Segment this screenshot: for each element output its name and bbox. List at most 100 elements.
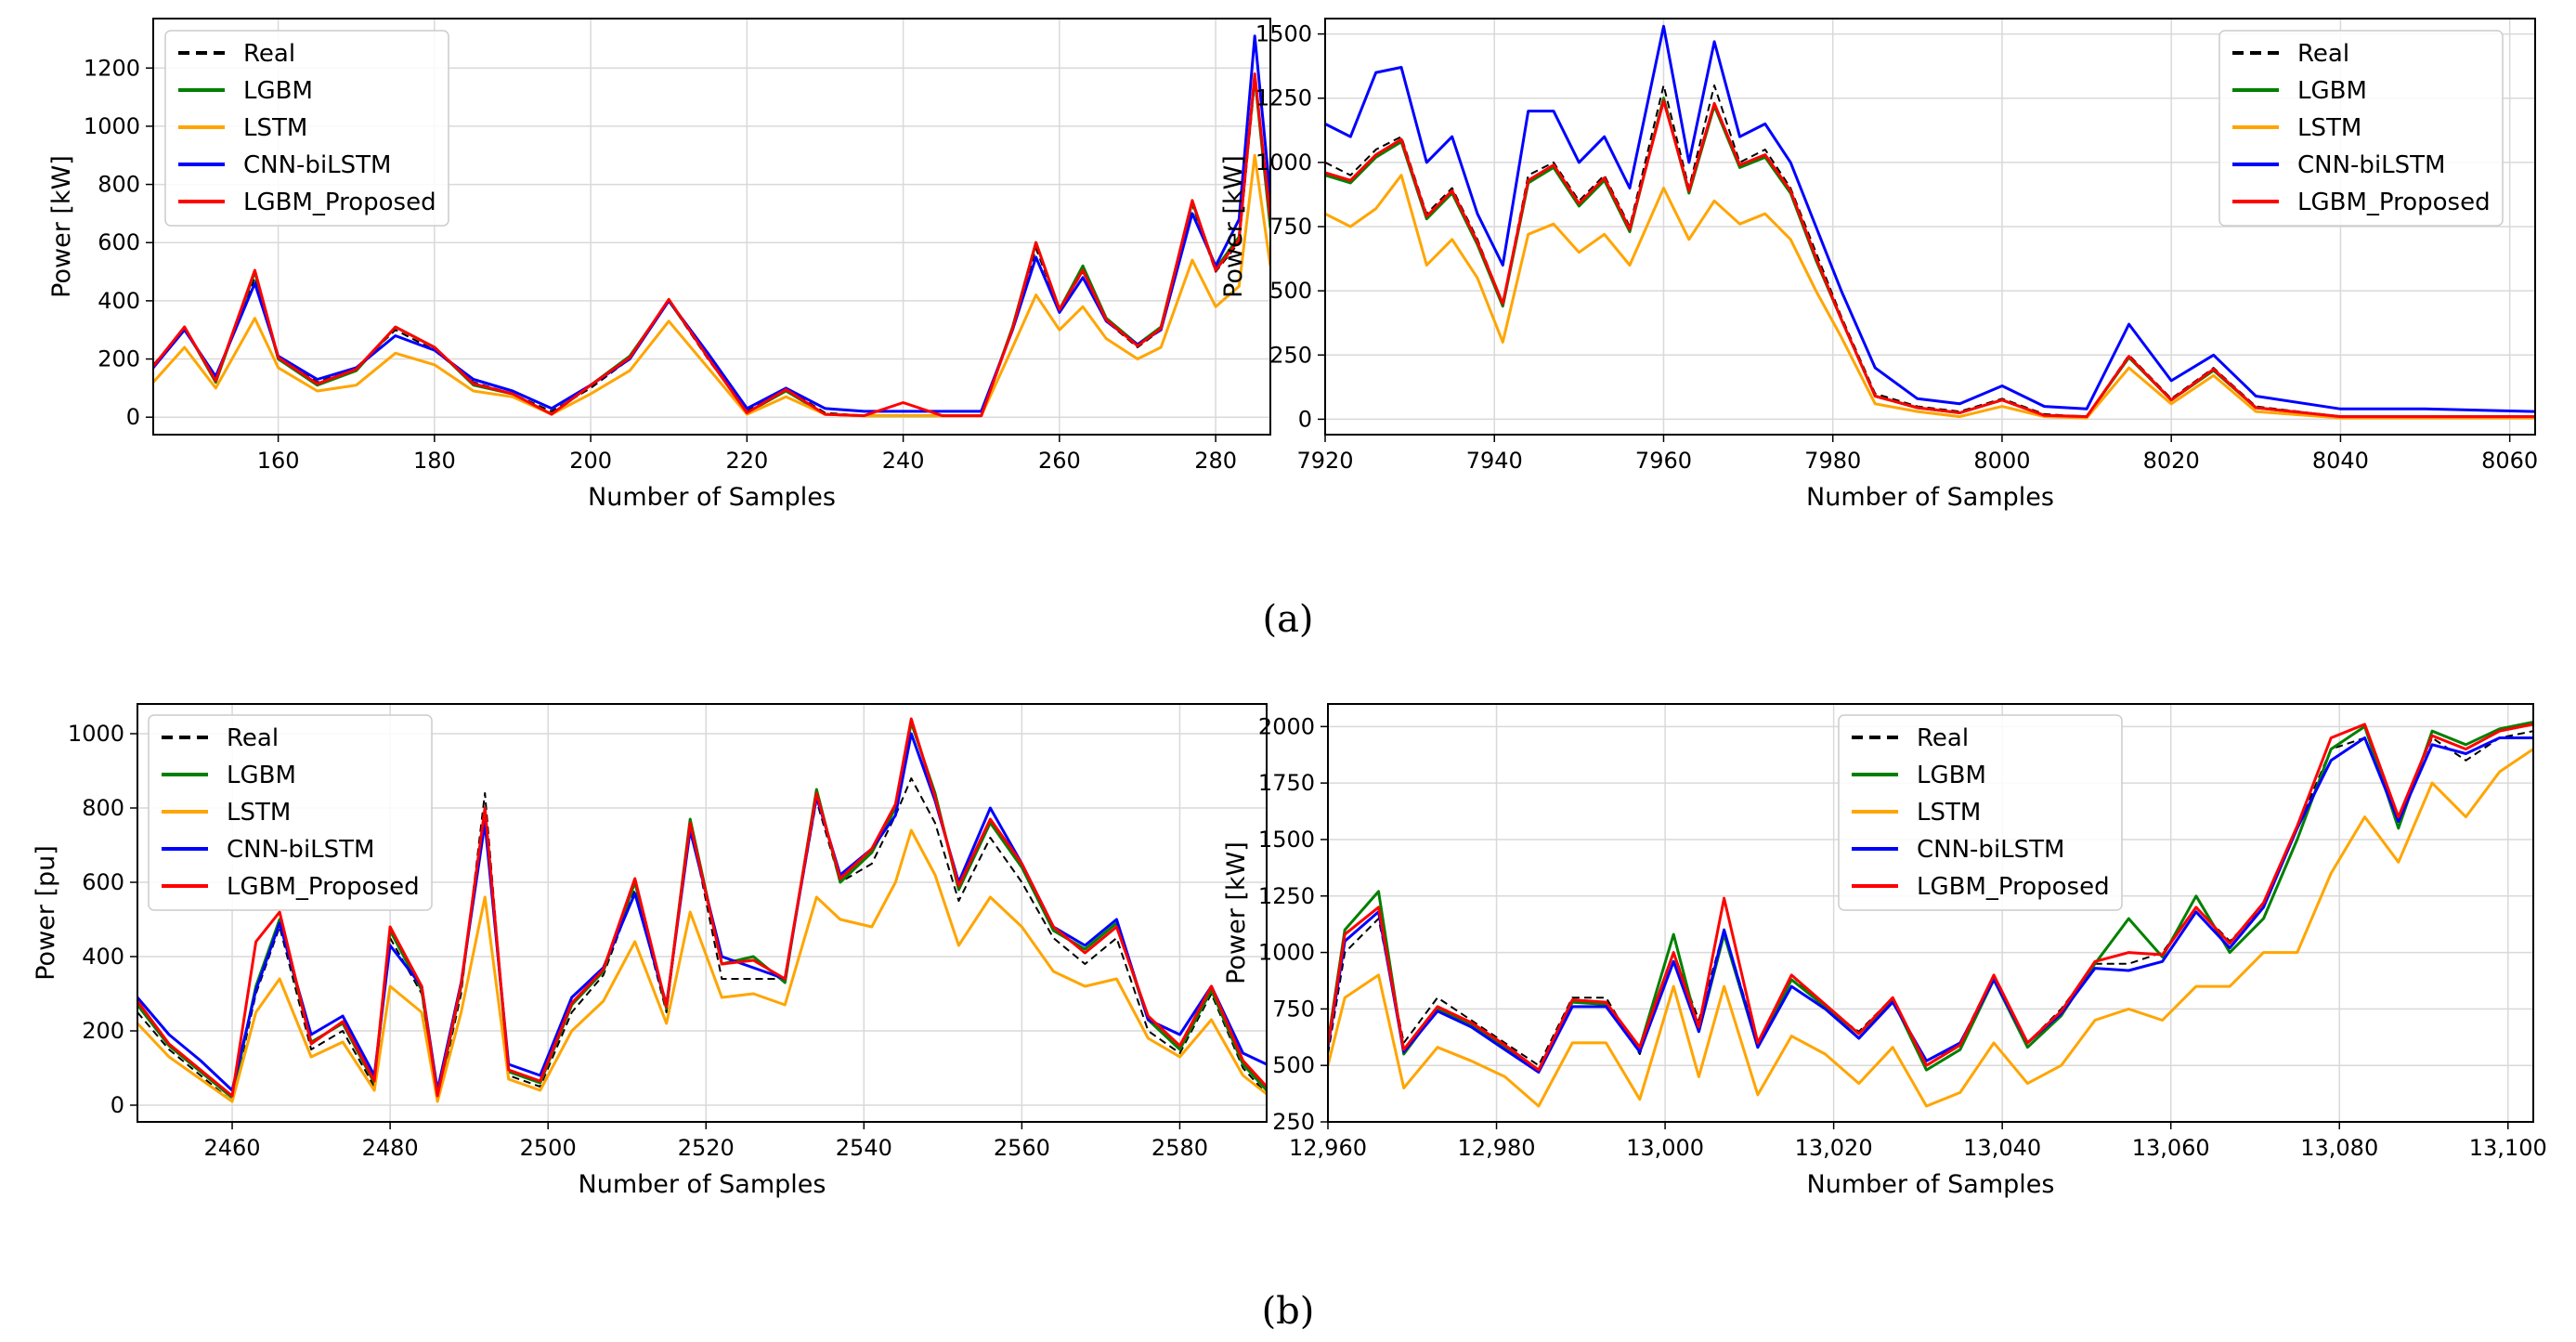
x-tick-label: 7980 [1804,448,1861,474]
y-tick-label: 1750 [1258,770,1315,796]
x-tick-label: 2500 [520,1135,577,1161]
y-tick-label: 0 [126,404,140,430]
y-tick-label: 1000 [1255,150,1312,176]
series-line-lgbm-proposed [137,717,1267,1098]
y-tick-label: 1000 [84,113,140,139]
legend-label: LGBM_Proposed [2297,189,2491,216]
chart-b-right: 12,960 12,980 13,000 13,020 13,040 13,060 13,0… [1222,703,2547,1199]
x-axis-label: Number of Samples [1807,1170,2055,1199]
legend: Real LGBM LSTM CNN-biLSTM LGBM_Proposed [164,30,449,227]
x-tick-label: 8060 [2481,448,2538,474]
y-tick-label: 600 [82,869,124,895]
y-tick-label: 1200 [84,55,140,81]
legend-label: LSTM [2297,114,2361,142]
legend-label: Real [2297,40,2349,68]
x-tick-label: 12,960 [1289,1135,1367,1161]
y-tick-label: 0 [111,1092,124,1118]
x-tick-label: 260 [1038,448,1081,474]
y-tick-label: 2000 [1258,713,1315,739]
y-tick-label: 500 [1269,278,1312,304]
legend: Real LGBM LSTM CNN-biLSTM LGBM_Proposed [148,714,433,911]
legend-label: Real [1917,724,1969,752]
x-tick-label: 7920 [1296,448,1353,474]
series-line-lstm [1328,748,2533,1108]
legend-label: CNN-biLSTM [2297,151,2445,179]
y-axis-label: Power [pu] [32,845,60,981]
legend-label: LSTM [1917,799,1981,827]
y-tick-label: 1500 [1255,21,1312,47]
series-line-lgbm-proposed [153,72,1270,418]
series-line-lgbm-proposed [1325,99,2535,419]
x-tick-label: 7940 [1466,448,1523,474]
y-axis-label: Power [kW] [1219,155,1248,298]
x-tick-label: 2580 [1151,1135,1208,1161]
x-axis-label: Number of Samples [588,483,836,512]
x-axis-label: Number of Samples [579,1170,826,1199]
x-tick-label: 13,100 [2469,1135,2547,1161]
y-tick-label: 1000 [1258,940,1315,966]
legend-label: LGBM [2297,77,2367,105]
y-tick-label: 1000 [68,721,124,747]
plot-frame [152,18,1271,436]
caption-b: (b) [1262,1290,1315,1333]
x-tick-label: 240 [882,448,925,474]
x-tick-label: 13,040 [1963,1135,2041,1161]
legend-label: LSTM [227,799,291,827]
legend-label: LGBM_Proposed [243,189,436,216]
y-tick-label: 400 [98,288,140,314]
x-tick-label: 7960 [1635,448,1692,474]
legend-label: CNN-biLSTM [243,151,391,179]
chart-a-left: 160 180 200 220 240 260 280 0 200 400 600 800 1000 12… [47,18,1271,512]
x-tick-label: 13,000 [1626,1135,1704,1161]
legend-label: LGBM [227,762,296,789]
series-line-lstm [137,828,1267,1103]
legend-label: LGBM_Proposed [227,873,420,901]
plot-frame [1327,703,2534,1123]
x-tick-label: 13,020 [1795,1135,1873,1161]
x-tick-label: 280 [1194,448,1237,474]
legend: Real LGBM LSTM CNN-biLSTM LGBM_Proposed [1838,714,2123,911]
series-line-cnn-bilstm [1325,24,2535,413]
legend-box [148,714,433,911]
legend-box [2218,30,2504,227]
x-tick-label: 160 [257,448,300,474]
x-tick-label: 8040 [2312,448,2369,474]
legend: Real LGBM LSTM CNN-biLSTM LGBM_Proposed [2218,30,2504,227]
y-tick-label: 800 [98,172,140,198]
x-tick-label: 13,080 [2300,1135,2378,1161]
x-tick-label: 220 [725,448,768,474]
x-tick-label: 13,060 [2132,1135,2210,1161]
legend-label: CNN-biLSTM [227,836,374,864]
legend-box [164,30,449,227]
y-tick-label: 200 [82,1018,124,1044]
y-tick-label: 1500 [1258,827,1315,853]
y-tick-label: 750 [1272,996,1315,1022]
x-tick-label: 200 [569,448,612,474]
legend-label: Real [243,40,295,68]
series-line-lstm [153,153,1270,418]
x-tick-label: 2520 [678,1135,735,1161]
y-tick-label: 0 [1298,406,1312,432]
y-tick-label: 400 [82,944,124,970]
x-tick-label: 8020 [2143,448,2200,474]
y-tick-label: 600 [98,229,140,255]
y-tick-label: 800 [82,795,124,821]
legend-label: LGBM [1917,762,1986,789]
chart-b-left: 2460 2480 2500 2520 2540 2560 2580 0 200 400 600 80… [32,703,1268,1199]
x-tick-label: 12,980 [1458,1135,1536,1161]
x-tick-label: 2540 [836,1135,892,1161]
legend-label: LSTM [243,114,307,142]
series-line-lstm [1325,174,2535,420]
legend-label: CNN-biLSTM [1917,836,2064,864]
series-line-lgbm [1328,721,2533,1072]
x-tick-label: 180 [413,448,456,474]
x-tick-label: 8000 [1973,448,2030,474]
x-tick-label: 2460 [204,1135,261,1161]
x-tick-label: 2560 [994,1135,1050,1161]
legend-label: LGBM [243,77,313,105]
y-tick-label: 1250 [1255,85,1312,111]
y-tick-label: 500 [1272,1052,1315,1078]
plot-frame [137,703,1268,1123]
legend-label: Real [227,724,279,752]
